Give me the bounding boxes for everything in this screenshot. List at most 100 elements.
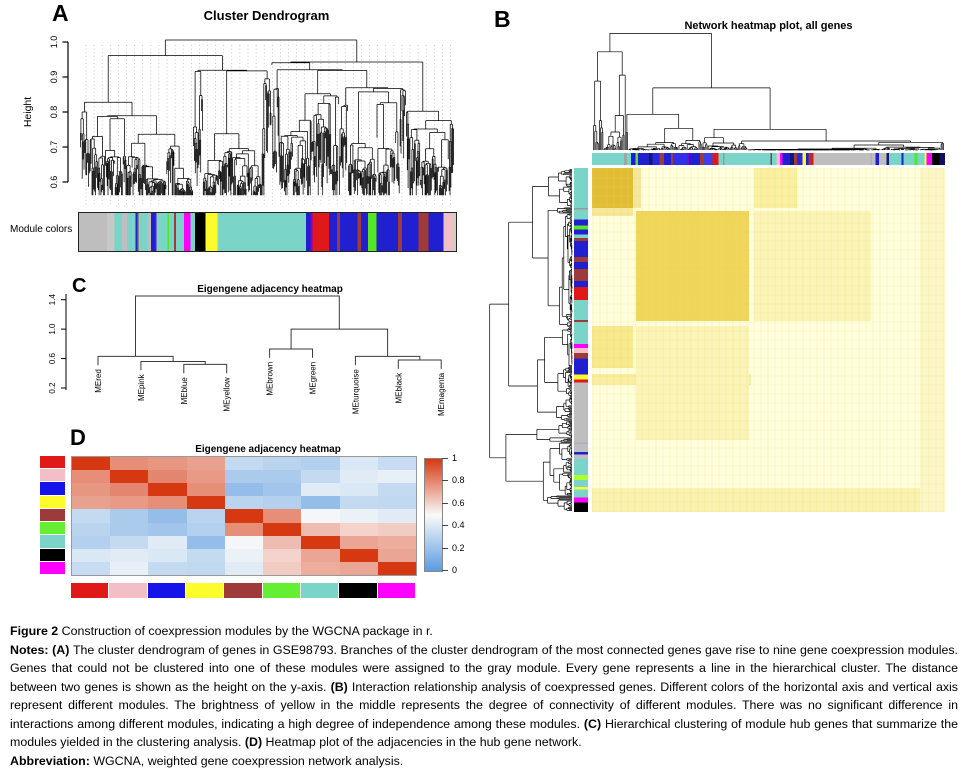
heatmap-cell: [377, 561, 416, 575]
svg-text:MEturquoise: MEturquoise: [351, 369, 360, 414]
heatmap-cell: [186, 509, 225, 523]
module-colors-label: Module colors: [10, 224, 73, 235]
scale-tick: [442, 480, 448, 482]
heatmap-cell: [148, 496, 187, 510]
panel-a-title: Cluster Dendrogram: [203, 8, 330, 23]
heatmap-cell: [186, 561, 225, 575]
heatmap-cell: [148, 535, 187, 549]
heatmap-cell: [110, 457, 149, 471]
heatmap-cell: [301, 522, 340, 536]
heatmap-cell: [339, 483, 378, 497]
heatmap-cell: [377, 509, 416, 523]
scale-tick: [442, 458, 448, 459]
heatmap-cell: [72, 522, 111, 536]
module-color-swatch-yellow: [40, 495, 65, 508]
module-color-swatch-magenta: [377, 583, 415, 598]
heatmap-cell: [339, 522, 378, 536]
heatmap-cell: [186, 496, 225, 510]
heatmap-cell: [224, 483, 264, 497]
scale-tick-label: 0.4: [452, 520, 465, 531]
module-color-swatch-blue: [147, 583, 185, 598]
scale-tick-label: 1: [452, 453, 458, 463]
heatmap-cell: [110, 535, 149, 549]
heatmap-block: [754, 168, 797, 208]
eigengene-heatmap-row-color-bar: [40, 456, 65, 574]
scale-tick: [442, 570, 448, 571]
heatmap-block: [592, 326, 633, 368]
panel-c-label: C: [72, 275, 87, 297]
heatmap-block: [920, 168, 945, 512]
module-color-swatch-green: [262, 583, 300, 598]
network-heatmap-top-color-bar: [592, 153, 945, 165]
module-color-swatch-black: [40, 548, 65, 561]
module-color-swatch-black: [339, 583, 377, 598]
heatmap-block: [632, 168, 642, 208]
heatmap-cell: [263, 457, 302, 471]
heatmap-cell: [339, 535, 378, 549]
svg-text:1.0: 1.0: [48, 323, 57, 335]
svg-text:MEmagenta: MEmagenta: [437, 372, 446, 416]
heatmap-cell: [224, 548, 264, 562]
heatmap-texture: [592, 168, 945, 512]
scale-tick: [442, 547, 448, 549]
heatmap-cell: [339, 548, 378, 562]
svg-text:MEblack: MEblack: [394, 372, 403, 404]
heatmap-cell: [186, 535, 225, 549]
module-color-swatch-pink: [109, 583, 147, 598]
svg-text:MEgreen: MEgreen: [309, 362, 318, 394]
heatmap-cell: [263, 509, 302, 523]
scale-tick: [442, 502, 448, 504]
heatmap-cell: [377, 496, 416, 510]
heatmap-cell: [263, 470, 302, 484]
heatmap-cell: [377, 457, 416, 471]
heatmap-cell: [339, 457, 378, 471]
module-color-swatch-magenta: [40, 561, 65, 574]
heatmap-cell: [186, 470, 225, 484]
heatmap-cell: [148, 548, 187, 562]
heatmap-cell: [301, 470, 340, 484]
heatmap-cell: [110, 483, 149, 497]
heatmap-cell: [339, 496, 378, 510]
module-color-swatch-brown: [224, 583, 262, 598]
module-color-swatch-turquoise: [300, 583, 339, 598]
heatmap-cell: [377, 535, 416, 549]
heatmap-block: [754, 211, 871, 322]
network-heatmap-top-dendrogram: [593, 33, 944, 151]
heatmap-cell: [224, 457, 264, 471]
heatmap-cell: [301, 483, 340, 497]
heatmap-cell: [224, 470, 264, 484]
heatmap-cell: [148, 522, 187, 536]
heatmap-cell: [263, 561, 302, 575]
svg-text:0.8: 0.8: [49, 106, 59, 119]
caption-figure-title: Figure 2 Construction of coexpression mo…: [10, 624, 433, 638]
heatmap-cell: [224, 496, 264, 510]
heatmap-cell: [148, 483, 187, 497]
heatmap-cell: [224, 509, 264, 523]
heatmap-cell: [186, 483, 225, 497]
heatmap-cell: [263, 548, 302, 562]
svg-text:MEyellow: MEyellow: [223, 377, 232, 411]
heatmap-block: [592, 168, 633, 208]
heatmap-cell: [72, 535, 111, 549]
svg-text:MEbrown: MEbrown: [266, 362, 275, 396]
heatmap-cell: [263, 496, 302, 510]
caption-notes: Notes: (A) The cluster dendrogram of gen…: [10, 642, 958, 750]
heatmap-cell: [339, 470, 378, 484]
color-scale-gradient: [424, 458, 443, 572]
panel-d-label: D: [70, 425, 86, 450]
heatmap-block: [592, 487, 945, 512]
heatmap-cell: [72, 470, 111, 484]
heatmap-cell: [377, 470, 416, 484]
module-color-swatch-brown: [40, 508, 65, 522]
svg-text:0.7: 0.7: [49, 141, 59, 154]
heatmap-block: [636, 211, 750, 322]
heatmap-cell: [377, 522, 416, 536]
heatmap-cell: [72, 548, 111, 562]
heatmap-cell: [186, 457, 225, 471]
heatmap-cell: [110, 509, 149, 523]
svg-text:0.6: 0.6: [48, 352, 57, 364]
heatmap-cell: [148, 457, 187, 471]
scale-tick-label: 0: [452, 565, 458, 575]
heatmap-cell: [72, 509, 111, 523]
heatmap-cell: [186, 522, 225, 536]
